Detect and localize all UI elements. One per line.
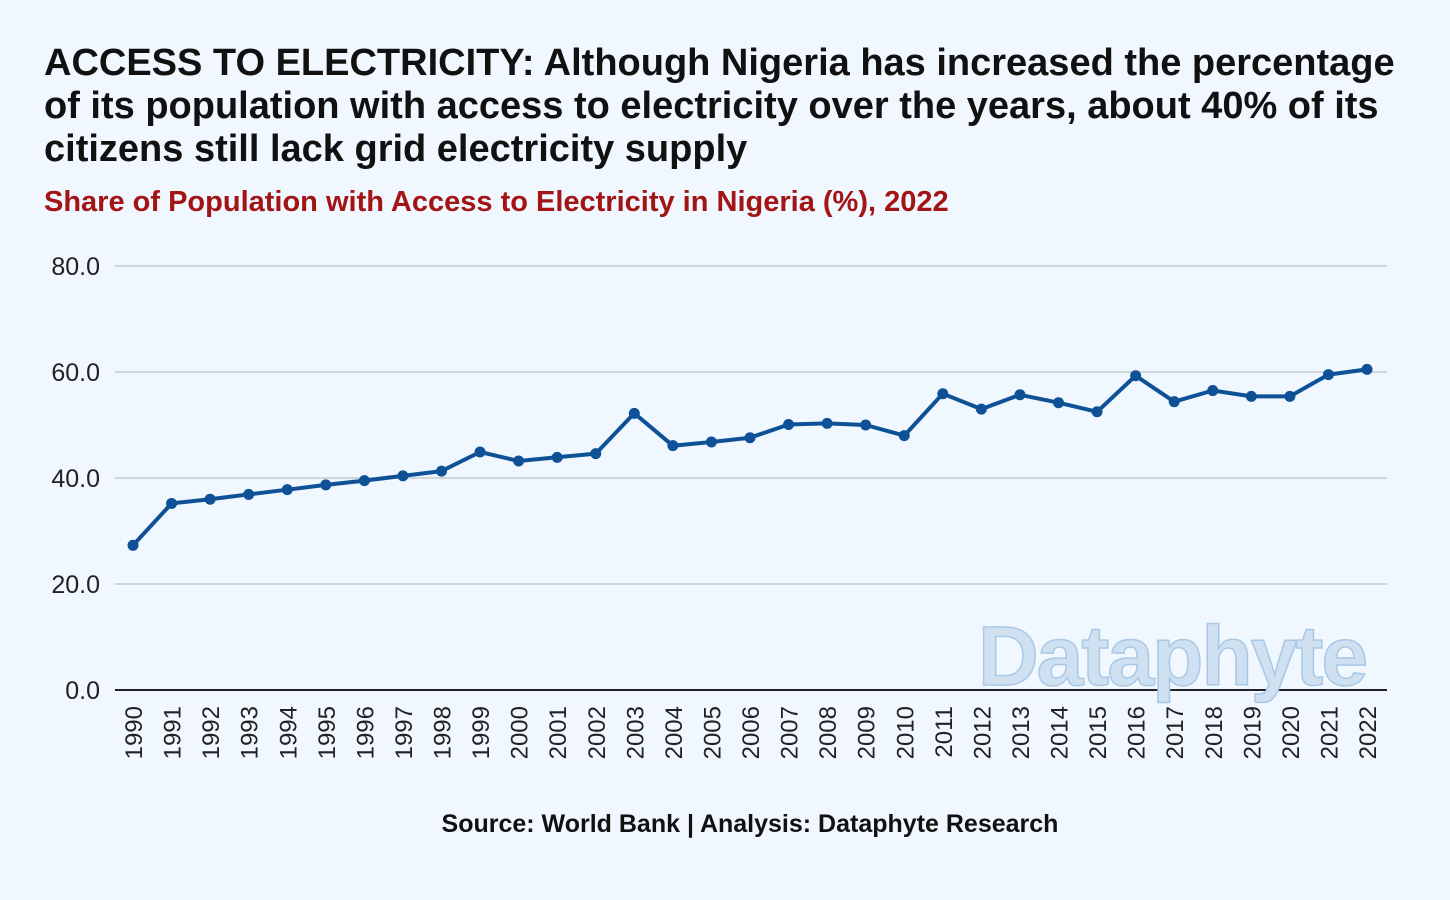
data-point[interactable] (975, 403, 987, 415)
data-point[interactable] (667, 440, 679, 452)
x-tick-label: 2008 (815, 706, 842, 759)
y-tick-label: 0.0 (65, 677, 100, 705)
data-point[interactable] (397, 470, 409, 482)
x-tick-label: 1994 (275, 706, 302, 759)
x-tick-label: 1991 (160, 706, 187, 759)
x-tick-label: 2022 (1355, 706, 1382, 759)
x-tick-label: 2013 (1008, 706, 1035, 759)
data-point[interactable] (744, 432, 756, 444)
x-tick-label: 2019 (1239, 706, 1266, 759)
x-tick-label: 2005 (699, 706, 726, 759)
data-point[interactable] (320, 479, 332, 491)
data-point[interactable] (551, 451, 563, 463)
data-point[interactable] (1322, 369, 1334, 381)
x-tick-label: 2021 (1316, 706, 1343, 759)
x-tick-label: 1996 (352, 706, 379, 759)
chart-subtitle: Share of Population with Access to Elect… (44, 186, 949, 218)
x-tick-label: 1995 (314, 706, 341, 759)
x-tick-label: 2018 (1201, 706, 1228, 759)
data-point[interactable] (513, 455, 525, 467)
x-tick-label: 2003 (622, 706, 649, 759)
x-tick-label: 1997 (391, 706, 418, 759)
x-tick-label: 2004 (661, 706, 688, 759)
data-point[interactable] (1014, 389, 1026, 401)
chart-title: ACCESS TO ELECTRICITY: Although Nigeria … (44, 42, 1395, 170)
data-point[interactable] (705, 436, 717, 448)
y-tick-label: 20.0 (51, 571, 100, 599)
data-point[interactable] (1168, 396, 1180, 408)
data-point[interactable] (281, 484, 293, 496)
data-point[interactable] (1245, 390, 1257, 402)
data-point[interactable] (590, 448, 602, 460)
x-tick-label: 1993 (237, 706, 264, 759)
y-tick-label: 80.0 (51, 253, 100, 281)
data-point[interactable] (783, 418, 795, 430)
data-point[interactable] (127, 539, 139, 551)
x-tick-label: 2016 (1124, 706, 1151, 759)
x-tick-label: 2011 (931, 706, 958, 758)
data-point[interactable] (358, 475, 370, 487)
x-tick-label: 2012 (969, 706, 996, 759)
series-line (131, 367, 1369, 548)
data-point[interactable] (1284, 390, 1296, 402)
data-point[interactable] (860, 419, 872, 431)
x-tick-label: 2017 (1162, 706, 1189, 759)
y-tick-label: 40.0 (51, 465, 100, 493)
data-point[interactable] (821, 417, 833, 429)
x-tick-label: 2015 (1085, 706, 1112, 759)
source-note: Source: World Bank | Analysis: Dataphyte… (441, 810, 1059, 838)
x-tick-label: 2000 (507, 706, 534, 759)
data-point[interactable] (1361, 363, 1373, 375)
x-tick-label: 1998 (430, 706, 457, 759)
data-point[interactable] (628, 407, 640, 419)
x-tick-label: 2002 (584, 706, 611, 759)
data-point[interactable] (1091, 406, 1103, 418)
x-tick-label: 1990 (121, 706, 148, 759)
x-tick-label: 1992 (198, 706, 225, 759)
data-point[interactable] (1130, 370, 1142, 382)
data-point[interactable] (243, 488, 255, 500)
data-point[interactable] (474, 446, 486, 458)
data-point[interactable] (1053, 397, 1064, 409)
x-tick-label: 2007 (777, 706, 804, 759)
x-tick-label: 2006 (738, 706, 765, 759)
data-point[interactable] (1207, 385, 1219, 397)
data-point[interactable] (204, 493, 216, 505)
data-point[interactable] (937, 388, 949, 400)
x-tick-label: 2010 (892, 706, 919, 759)
data-point[interactable] (436, 465, 447, 477)
y-tick-label: 60.0 (51, 359, 100, 387)
data-point[interactable] (166, 497, 178, 509)
x-tick-label: 2009 (854, 706, 881, 759)
x-tick-label: 2020 (1278, 706, 1305, 759)
data-point[interactable] (898, 430, 910, 442)
watermark-logo: Dataphyte (977, 608, 1369, 704)
x-tick-label: 2014 (1047, 706, 1074, 759)
x-tick-label: 1999 (468, 706, 495, 759)
x-tick-label: 2001 (545, 706, 572, 759)
